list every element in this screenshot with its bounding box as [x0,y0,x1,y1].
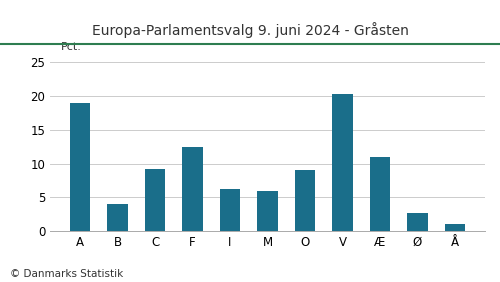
Bar [144,169,166,231]
Bar [294,170,316,231]
Text: Europa-Parlamentsvalg 9. juni 2024 - Gråsten: Europa-Parlamentsvalg 9. juni 2024 - Grå… [92,22,408,38]
Bar [407,213,428,231]
Bar [444,224,465,231]
Bar [257,191,278,231]
Bar [182,147,203,231]
Bar [220,189,240,231]
Text: Pct.: Pct. [62,42,82,52]
Bar [108,204,128,231]
Bar [70,103,90,231]
Text: © Danmarks Statistik: © Danmarks Statistik [10,269,123,279]
Bar [332,94,353,231]
Bar [370,157,390,231]
